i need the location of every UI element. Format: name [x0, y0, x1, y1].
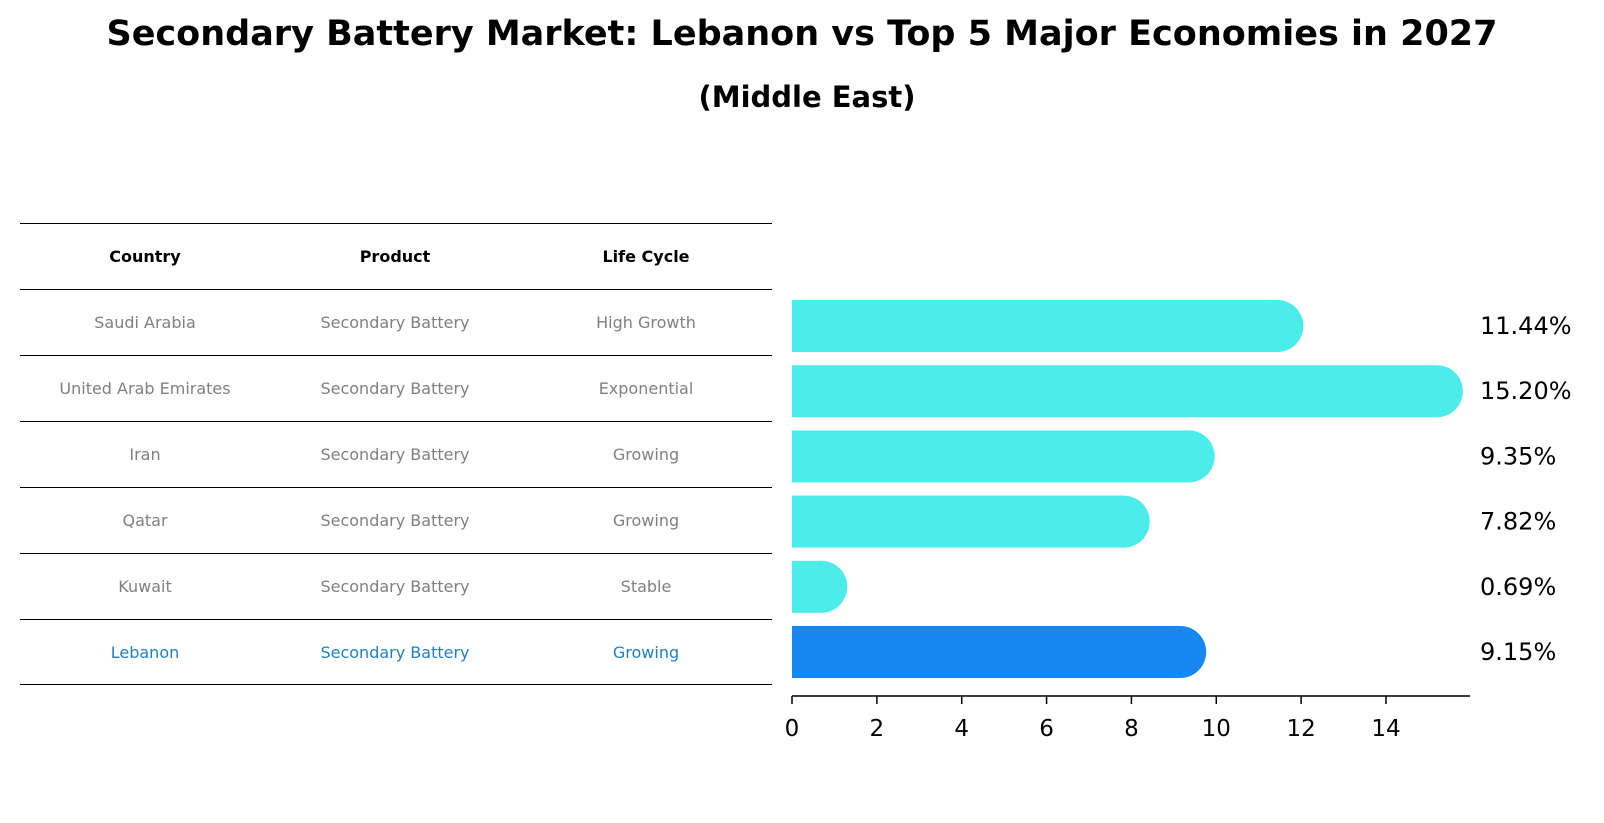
x-tick-label-7: 14 [1371, 716, 1400, 742]
table-row: United Arab Emirates Secondary Battery E… [20, 355, 772, 421]
cell-life-cycle: Stable [620, 577, 672, 596]
x-tick-label-0: 0 [785, 716, 800, 742]
x-tick-label-4: 8 [1124, 716, 1139, 742]
data-table: Country Product Life Cycle Saudi Arabia … [20, 223, 772, 685]
bar-5 [792, 626, 1181, 678]
bar-cap-3 [1097, 495, 1150, 548]
bar-value-label-1: 15.20% [1480, 377, 1572, 405]
cell-life-cycle: Growing [612, 511, 680, 530]
cell-country: Lebanon [110, 642, 180, 662]
table-row: Saudi Arabia Secondary Battery High Grow… [20, 289, 772, 355]
bar-cap-1 [1410, 365, 1463, 418]
x-tick-label-3: 6 [1039, 716, 1054, 742]
bar-value-label-5: 9.15% [1480, 638, 1556, 666]
bar-1 [792, 365, 1437, 418]
cell-product: Secondary Battery [320, 313, 470, 332]
header-product: Product [359, 247, 431, 266]
cell-product: Secondary Battery [320, 445, 470, 464]
bar-cap-2 [1162, 430, 1215, 483]
cell-life-cycle: High Growth [596, 313, 696, 332]
x-tick-label-1: 2 [870, 716, 885, 742]
table-row: Iran Secondary Battery Growing [20, 421, 772, 487]
x-tick-label-2: 4 [954, 716, 969, 742]
cell-product: Secondary Battery [320, 379, 470, 398]
cell-country: Saudi Arabia [94, 313, 196, 332]
bar-cap-5 [1154, 626, 1207, 678]
x-tick-label-6: 12 [1287, 716, 1316, 742]
cell-life-cycle: Exponential [598, 379, 694, 398]
bar-value-label-3: 7.82% [1480, 508, 1556, 536]
table-row-highlight: Lebanon Secondary Battery Growing [20, 619, 772, 685]
header-life-cycle: Life Cycle [602, 247, 690, 266]
chart-title: Secondary Battery Market: Lebanon vs Top… [106, 14, 1498, 54]
bar-cap-0 [1251, 300, 1304, 352]
bar-cap-4 [795, 560, 848, 613]
cell-product: Secondary Battery [320, 642, 470, 662]
bar-2 [792, 430, 1189, 483]
cell-country: United Arab Emirates [59, 379, 231, 398]
cell-life-cycle: Growing [612, 642, 680, 662]
table-header-row: Country Product Life Cycle [20, 223, 772, 289]
bar-0 [792, 300, 1278, 352]
bar-3 [792, 495, 1124, 548]
bar-value-label-2: 9.35% [1480, 442, 1556, 470]
cell-country: Kuwait [118, 577, 172, 596]
table-row: Kuwait Secondary Battery Stable [20, 553, 772, 619]
cell-product: Secondary Battery [320, 511, 470, 530]
x-tick-label-5: 10 [1202, 716, 1231, 742]
header-country: Country [109, 247, 181, 266]
cell-country: Qatar [122, 511, 168, 530]
table-row: Qatar Secondary Battery Growing [20, 487, 772, 553]
cell-country: Iran [129, 445, 161, 464]
chart-subtitle: (Middle East) [698, 80, 916, 114]
cell-product: Secondary Battery [320, 577, 470, 596]
bar-value-label-0: 11.44% [1480, 312, 1572, 340]
cell-life-cycle: Growing [612, 445, 680, 464]
bar-value-label-4: 0.69% [1480, 573, 1556, 601]
